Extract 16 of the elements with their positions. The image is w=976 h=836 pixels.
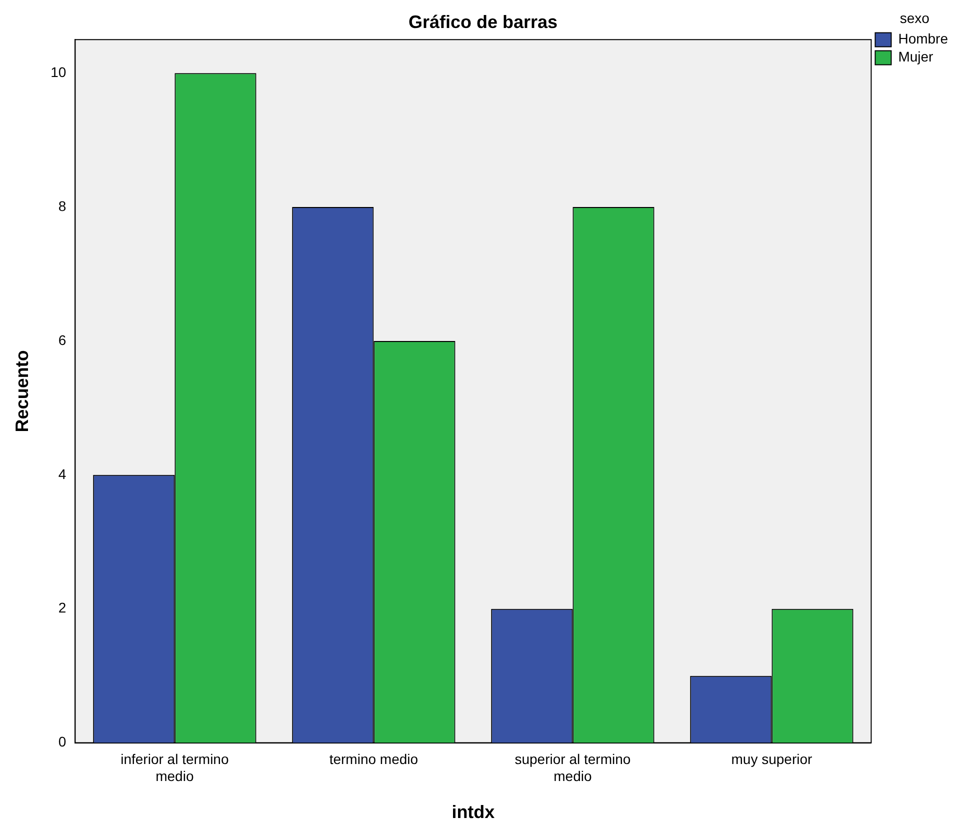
y-tick-label: 2	[58, 600, 66, 616]
y-tick-label: 6	[58, 332, 66, 348]
x-axis-title: intdx	[452, 802, 495, 822]
y-tick-label: 4	[58, 466, 66, 482]
y-tick-label: 0	[58, 734, 66, 750]
x-tick-label: muy superior	[731, 751, 812, 768]
legend-label: Mujer	[898, 48, 934, 65]
x-tick-label: inferior al termino medio	[120, 751, 229, 784]
y-axis-title: Recuento	[12, 350, 32, 432]
legend-title: sexo	[900, 10, 930, 26]
y-tick-label: 10	[50, 64, 66, 80]
x-tick-label: termino medio	[329, 751, 418, 768]
y-tick-label: 8	[58, 198, 66, 214]
x-tick-label: superior al termino medio	[514, 751, 631, 784]
legend-label: Hombre	[898, 30, 948, 47]
chart-title: Gráfico de barras	[408, 12, 558, 32]
